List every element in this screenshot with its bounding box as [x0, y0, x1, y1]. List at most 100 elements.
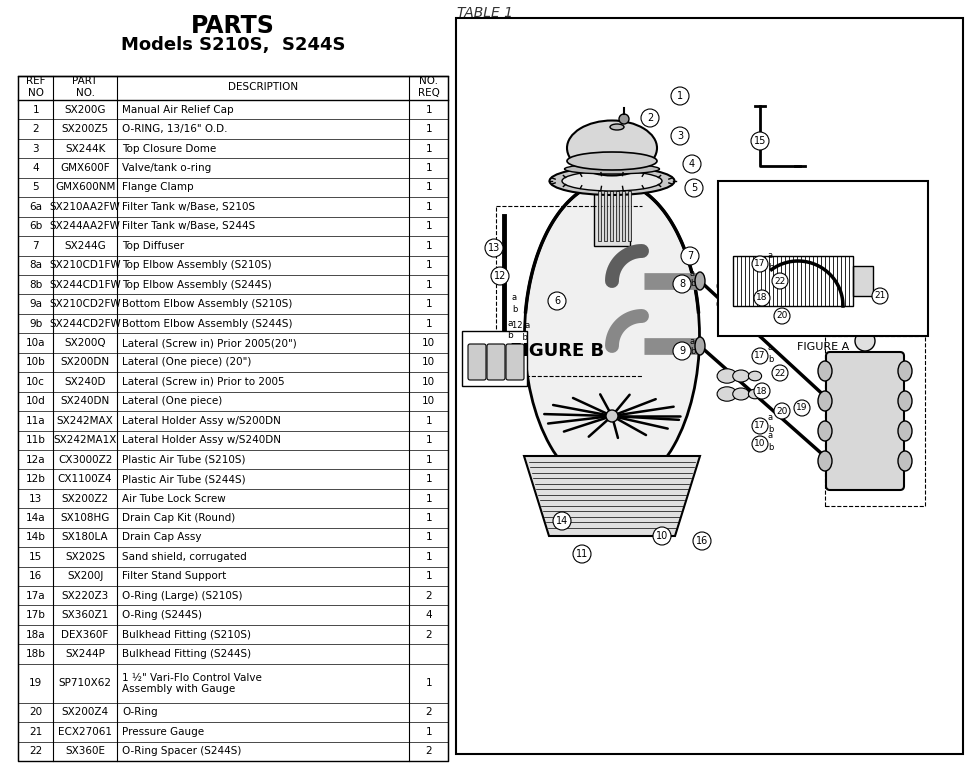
Text: 14: 14	[555, 516, 568, 526]
Circle shape	[671, 127, 689, 145]
Circle shape	[772, 273, 788, 289]
Circle shape	[653, 527, 671, 545]
Text: Lateral Holder Assy w/S200DN: Lateral Holder Assy w/S200DN	[122, 416, 281, 426]
Circle shape	[573, 545, 591, 563]
Text: b: b	[690, 279, 695, 289]
Text: SX360Z1: SX360Z1	[61, 610, 109, 620]
Text: PART
NO.: PART NO.	[73, 76, 98, 98]
Text: SX210CD2FW: SX210CD2FW	[50, 299, 121, 309]
Text: Filter Tank w/Base, S210S: Filter Tank w/Base, S210S	[122, 202, 255, 212]
Text: Top Closure Dome: Top Closure Dome	[122, 144, 217, 154]
Text: 6b: 6b	[29, 221, 43, 231]
Text: b: b	[512, 334, 528, 342]
Text: ECX27061: ECX27061	[58, 727, 112, 737]
Text: SX200Q: SX200Q	[64, 338, 106, 348]
Text: 11a: 11a	[26, 416, 46, 426]
Circle shape	[619, 114, 629, 124]
Text: 10: 10	[422, 397, 435, 407]
Text: 17: 17	[754, 421, 766, 431]
Text: 10: 10	[754, 439, 766, 449]
Text: 22: 22	[775, 276, 786, 286]
Ellipse shape	[898, 421, 912, 441]
Text: 1: 1	[425, 163, 432, 173]
Text: SX200Z5: SX200Z5	[61, 124, 109, 134]
Text: Bulkhead Fitting (S244S): Bulkhead Fitting (S244S)	[122, 649, 251, 659]
Text: 6: 6	[553, 296, 560, 306]
Text: SX244K: SX244K	[65, 144, 105, 154]
Text: 20: 20	[29, 708, 42, 717]
Text: 10a: 10a	[26, 338, 46, 348]
Ellipse shape	[749, 371, 761, 381]
Text: 17a: 17a	[26, 591, 46, 601]
Text: 1: 1	[425, 319, 432, 328]
Circle shape	[752, 418, 768, 434]
Text: Assembly with Gauge: Assembly with Gauge	[122, 684, 235, 694]
Ellipse shape	[898, 391, 912, 411]
Text: 1: 1	[425, 571, 432, 581]
Text: 22: 22	[29, 747, 43, 757]
Ellipse shape	[733, 388, 750, 400]
Text: a: a	[768, 251, 773, 261]
Text: 13: 13	[29, 494, 43, 504]
Text: 8b: 8b	[29, 279, 43, 289]
Text: GMX600NM: GMX600NM	[55, 182, 116, 192]
Text: Filter Tank w/Base, S244S: Filter Tank w/Base, S244S	[122, 221, 255, 231]
Text: 4: 4	[32, 163, 39, 173]
Text: 13: 13	[487, 243, 500, 253]
Text: b: b	[768, 355, 773, 363]
FancyBboxPatch shape	[468, 344, 486, 380]
Ellipse shape	[610, 124, 624, 130]
Ellipse shape	[562, 171, 662, 191]
Text: 1: 1	[677, 91, 683, 101]
Text: 7: 7	[686, 251, 693, 261]
Text: SX210AA2FW: SX210AA2FW	[50, 202, 120, 212]
Text: b: b	[768, 262, 773, 272]
Circle shape	[491, 267, 509, 285]
Text: 20: 20	[776, 311, 787, 320]
Text: Lateral Holder Assy w/S240DN: Lateral Holder Assy w/S240DN	[122, 435, 281, 445]
Text: Lateral (Screw in) Prior 2005(20"): Lateral (Screw in) Prior 2005(20")	[122, 338, 297, 348]
Bar	[733, 256, 853, 306]
Text: Plastic Air Tube (S244S): Plastic Air Tube (S244S)	[122, 474, 246, 484]
Ellipse shape	[718, 279, 737, 293]
Text: 18a: 18a	[26, 629, 46, 639]
Bar	[456, 18, 963, 754]
Text: 1: 1	[425, 532, 432, 542]
Text: 5: 5	[691, 183, 697, 193]
Circle shape	[752, 436, 768, 452]
Text: Models S210S,  S244S: Models S210S, S244S	[120, 36, 346, 54]
Text: 17: 17	[754, 259, 766, 268]
Text: 2: 2	[425, 591, 432, 601]
Text: Valve/tank o-ring: Valve/tank o-ring	[122, 163, 211, 173]
Text: CX1100Z4: CX1100Z4	[58, 474, 113, 484]
Text: SX240DN: SX240DN	[60, 397, 110, 407]
Text: 10c: 10c	[26, 377, 45, 387]
Text: 10: 10	[422, 377, 435, 387]
Text: 17: 17	[754, 352, 766, 361]
Text: 1: 1	[425, 241, 432, 251]
Text: 18: 18	[756, 293, 768, 303]
Text: SX200G: SX200G	[64, 105, 106, 115]
Text: 21: 21	[874, 292, 886, 300]
Text: b: b	[512, 306, 518, 314]
Ellipse shape	[718, 296, 737, 311]
Text: 5: 5	[32, 182, 39, 192]
Text: 4: 4	[425, 610, 432, 620]
Bar	[594, 186, 630, 246]
Text: 17b: 17b	[25, 610, 46, 620]
Text: 18: 18	[756, 386, 768, 396]
Text: Drain Cap Kit (Round): Drain Cap Kit (Round)	[122, 513, 235, 523]
Text: 9: 9	[679, 346, 686, 356]
Circle shape	[855, 331, 875, 351]
Text: 10: 10	[655, 531, 668, 541]
FancyBboxPatch shape	[487, 344, 505, 380]
Bar	[18, 76, 448, 761]
Text: 8a: 8a	[29, 260, 42, 270]
Text: Flange Clamp: Flange Clamp	[122, 182, 193, 192]
Text: DEX360F: DEX360F	[61, 629, 109, 639]
Circle shape	[752, 348, 768, 364]
Text: Bulkhead Fitting (S210S): Bulkhead Fitting (S210S)	[122, 629, 251, 639]
Bar	[853, 266, 873, 296]
Text: SP710X62: SP710X62	[58, 678, 112, 688]
Text: 18b: 18b	[25, 649, 46, 659]
